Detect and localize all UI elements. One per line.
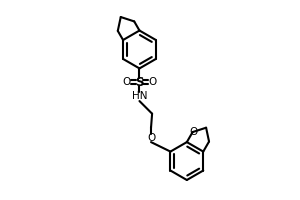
Text: O: O: [123, 77, 131, 87]
Text: O: O: [190, 127, 198, 137]
Text: HN: HN: [132, 91, 147, 101]
Text: S: S: [135, 76, 144, 89]
Text: O: O: [147, 133, 155, 143]
Text: O: O: [148, 77, 156, 87]
